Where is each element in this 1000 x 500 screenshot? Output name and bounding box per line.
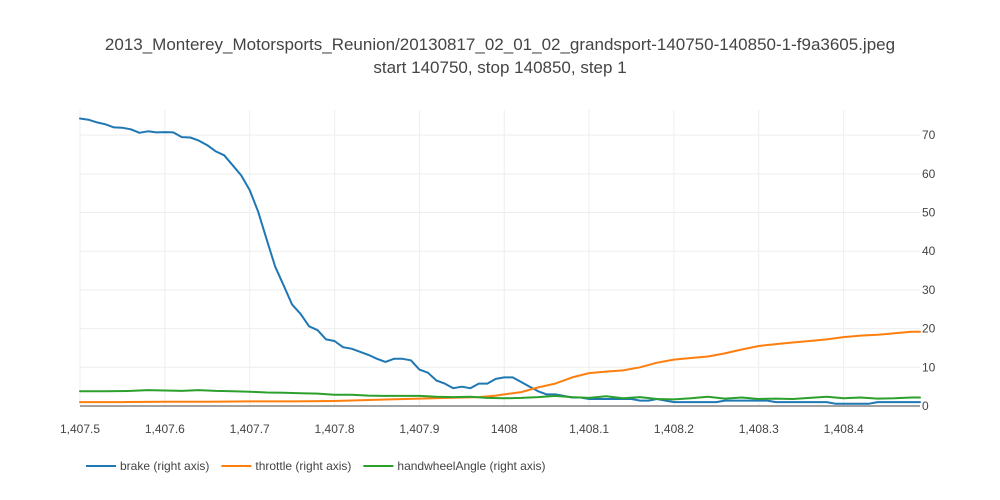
x-axis-ticks: 1,407.5 1,407.6 1,407.7 1,407.8 1,407.9 1408 1… xyxy=(60,422,864,436)
series-line xyxy=(79,117,921,405)
legend-item[interactable]: handwheelAngle (right axis) xyxy=(363,459,546,473)
x-tick-label: 1,407.7 xyxy=(230,422,270,436)
x-tick-label: 1,408.4 xyxy=(824,422,864,436)
x-tick-label: 1,408.3 xyxy=(739,422,779,436)
x-tick-label: 1,407.9 xyxy=(399,422,439,436)
legend-label: brake (right axis) xyxy=(120,459,209,473)
y-tick-label: 10 xyxy=(922,360,936,374)
legend-item[interactable]: brake (right axis) xyxy=(86,459,209,473)
x-tick-label: 1408 xyxy=(491,422,518,436)
series-lines xyxy=(79,117,921,405)
x-tick-label: 1,407.5 xyxy=(60,422,100,436)
x-tick-label: 1,408.2 xyxy=(654,422,694,436)
x-tick-label: 1,407.6 xyxy=(145,422,185,436)
y-tick-label: 60 xyxy=(922,167,936,181)
legend-label: throttle (right axis) xyxy=(255,459,351,473)
y-tick-label: 50 xyxy=(922,206,936,220)
y-tick-label: 0 xyxy=(922,399,929,413)
y-tick-label: 40 xyxy=(922,244,936,258)
x-tick-label: 1,408.1 xyxy=(569,422,609,436)
x-tick-label: 1,407.8 xyxy=(315,422,355,436)
series-line xyxy=(79,330,921,404)
chart-subtitle: start 140750, stop 140850, step 1 xyxy=(373,58,626,77)
chart-title: 2013_Monterey_Motorsports_Reunion/201308… xyxy=(105,35,895,54)
series-line xyxy=(79,389,921,401)
grid xyxy=(79,110,920,407)
y-tick-label: 30 xyxy=(922,283,936,297)
y-tick-label: 20 xyxy=(922,322,936,336)
legend[interactable]: brake (right axis) throttle (right axis) h… xyxy=(86,459,546,473)
y-tick-label: 70 xyxy=(922,128,936,142)
legend-label: handwheelAngle (right axis) xyxy=(397,459,545,473)
legend-item[interactable]: throttle (right axis) xyxy=(221,459,351,473)
y-axis-ticks: 0 10 20 30 40 50 60 70 xyxy=(922,128,936,413)
